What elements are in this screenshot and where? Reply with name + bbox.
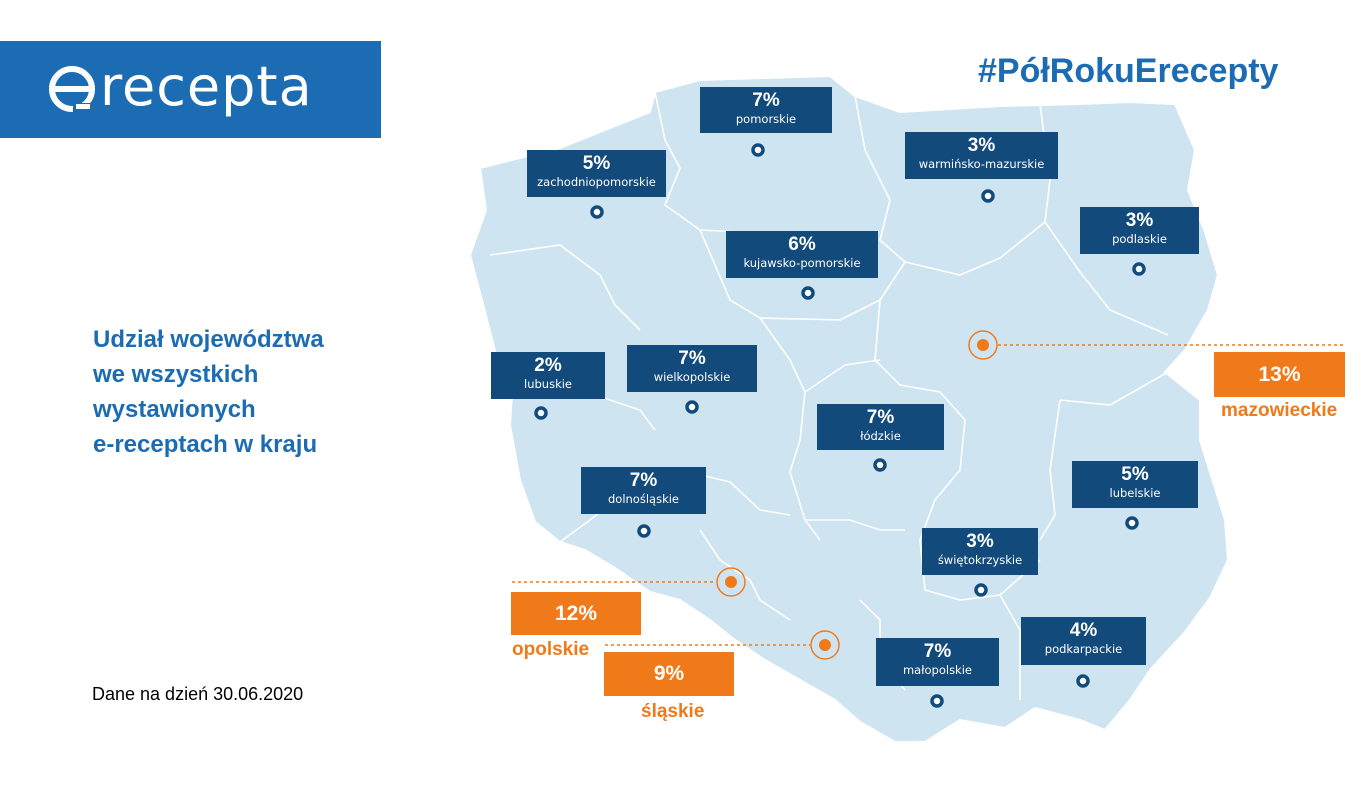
hashtag: #PółRokuErecepty: [978, 52, 1279, 90]
region-name: zachodniopomorskie: [537, 175, 656, 189]
marker-mazowieckie: [977, 339, 989, 351]
marker-mazowieckie-ring: [968, 330, 998, 360]
region-name: podkarpackie: [1044, 642, 1123, 656]
marker-slaskie-ring: [810, 630, 840, 660]
region-share: 5%: [1121, 464, 1149, 485]
headline-line: wystawionych: [93, 396, 256, 423]
headline-line: Udział województwa: [93, 326, 324, 353]
highlight-name-opolskie: opolskie: [512, 639, 590, 660]
region-name: dolnośląskie: [607, 492, 679, 506]
region-share: 7%: [866, 407, 895, 428]
region-label-warminsko-mazurskie: 3% warmińsko-mazurskie: [905, 132, 1058, 179]
region-label-podkarpackie: 4% podkarpackie: [1021, 617, 1146, 665]
region-share: 7%: [752, 90, 780, 111]
marker-slaskie: [819, 639, 831, 651]
region-name: lubelskie: [1109, 486, 1161, 500]
region-name: kujawsko-pomorskie: [743, 256, 861, 270]
marker-lubuskie: [534, 406, 548, 420]
marker-malopolskie: [930, 694, 944, 708]
data-date-note: Dane na dzień 30.06.2020: [92, 684, 304, 704]
highlight-share-mazowieckie: 13%: [1214, 352, 1345, 397]
region-borders: [489, 91, 1201, 700]
marker-dolnoslaskie: [637, 524, 651, 538]
highlight-share-opolskie: 12%: [511, 592, 641, 635]
region-name: podlaskie: [1112, 232, 1167, 246]
region-label-pomorskie: 7% pomorskie: [700, 87, 832, 133]
marker-zachodniopomorskie: [590, 205, 604, 219]
headline: Udział województwa we wszystkich wystawi…: [93, 322, 324, 462]
region-share: 3%: [967, 135, 996, 156]
region-label-podlaskie: 3% podlaskie: [1080, 207, 1199, 254]
headline-line: we wszystkich: [93, 361, 259, 388]
region-name: łódzkie: [860, 429, 901, 443]
marker-wielkopolskie: [685, 400, 699, 414]
region-share: 3%: [966, 531, 994, 552]
marker-lodzkie: [873, 458, 887, 472]
region-name: świętokrzyskie: [937, 553, 1023, 567]
marker-warminsko-mazurskie: [981, 189, 995, 203]
region-share: 7%: [678, 348, 706, 369]
region-name: małopolskie: [902, 663, 972, 677]
region-share: 7%: [629, 470, 658, 491]
region-name: warmińsko-mazurskie: [918, 157, 1045, 171]
region-name: wielkopolskie: [653, 370, 731, 384]
region-label-lubelskie: 5% lubelskie: [1072, 461, 1198, 508]
marker-pomorskie: [751, 143, 765, 157]
region-label-lubuskie: 2% lubuskie: [491, 352, 605, 399]
region-share: 6%: [788, 234, 816, 255]
region-name: pomorskie: [735, 112, 797, 126]
region-share: 2%: [534, 355, 562, 376]
marker-kujawsko-pomorskie: [801, 286, 815, 300]
highlight-markers: [512, 330, 1345, 660]
region-share: 7%: [923, 641, 952, 662]
e-logo-icon: [49, 66, 95, 113]
logo-text: recepta: [100, 55, 313, 118]
marker-podkarpackie: [1076, 674, 1090, 688]
region-label-lodzkie: 7% łódzkie: [817, 404, 944, 450]
region-label-swietokrzyskie: 3% świętokrzyskie: [922, 528, 1038, 575]
region-share: 4%: [1069, 620, 1098, 641]
marker-lubelskie: [1125, 516, 1139, 530]
highlight-name-mazowieckie: mazowieckie: [1221, 400, 1338, 421]
region-label-wielkopolskie: 7% wielkopolskie: [627, 345, 757, 392]
highlight-name-slaskie: śląskie: [641, 701, 705, 722]
region-name: lubuskie: [524, 377, 572, 391]
region-markers: [534, 143, 1146, 708]
region-label-kujawsko-pomorskie: 6% kujawsko-pomorskie: [726, 231, 878, 278]
region-share: 3%: [1125, 210, 1154, 231]
region-label-zachodniopomorskie: 5% zachodniopomorskie: [527, 150, 666, 197]
logo: recepta: [0, 41, 381, 138]
marker-swietokrzyskie: [974, 583, 988, 597]
highlight-share-slaskie: 9%: [604, 652, 734, 696]
marker-opolskie-ring: [716, 567, 746, 597]
region-share: 5%: [582, 153, 611, 174]
region-label-malopolskie: 7% małopolskie: [876, 638, 999, 686]
marker-podlaskie: [1132, 262, 1146, 276]
headline-line: e-receptach w kraju: [93, 431, 318, 458]
marker-opolskie: [725, 576, 737, 588]
region-label-dolnoslaskie: 7% dolnośląskie: [581, 467, 706, 514]
